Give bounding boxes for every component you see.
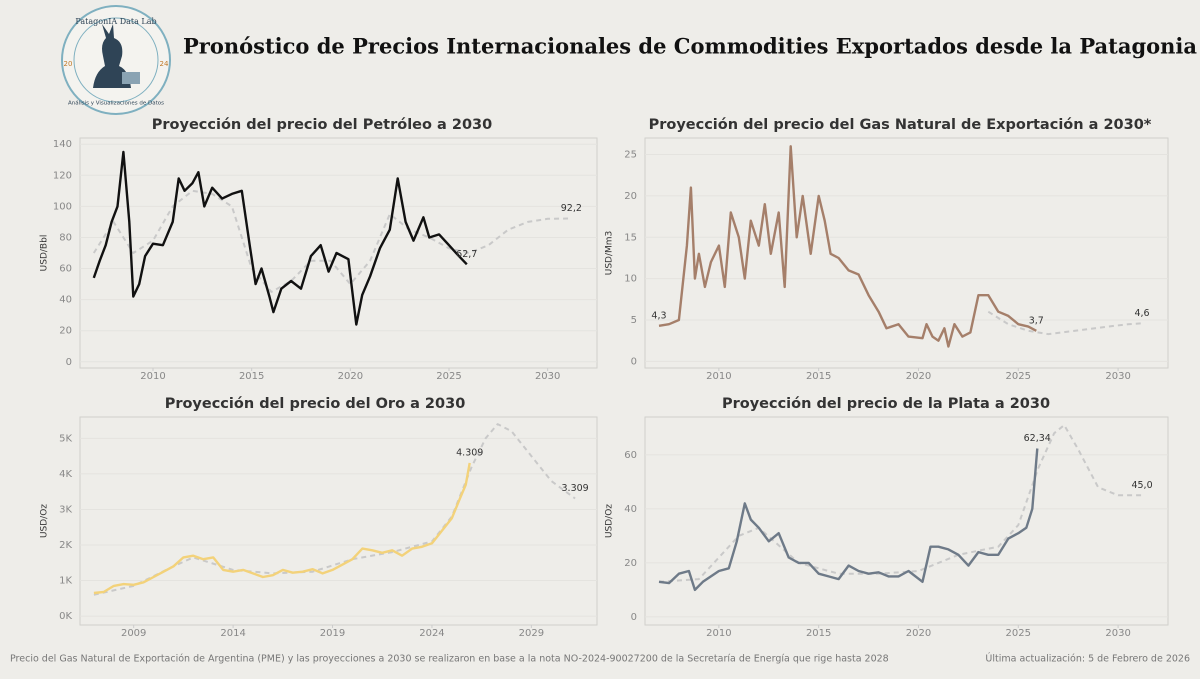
y-tick-label: 40 <box>59 295 72 306</box>
y-tick-label: 0 <box>631 612 637 623</box>
update-date: Última actualización: 5 de Febrero de 20… <box>985 653 1190 665</box>
end-value-label: 45,0 <box>1131 480 1152 491</box>
projection-line <box>92 189 572 293</box>
x-tick-label: 2030 <box>1105 628 1130 639</box>
x-tick-label: 2009 <box>121 628 146 639</box>
plot-frame <box>79 416 598 626</box>
chart-title: Proyección del precio del Oro a 2030 <box>165 396 466 412</box>
y-tick-label: 15 <box>624 232 637 243</box>
end-value-label: 3.309 <box>562 483 589 494</box>
x-tick-label: 2029 <box>519 628 544 639</box>
y-tick-label: 1K <box>59 576 72 587</box>
end-value-label: 62,34 <box>1024 433 1051 444</box>
y-tick-label: 5K <box>59 433 72 444</box>
x-tick-label: 2014 <box>220 628 245 639</box>
logo-year: 24 <box>160 60 169 68</box>
y-tick-label: 10 <box>624 274 637 285</box>
plot-frame <box>79 137 598 369</box>
y-tick-label: 0 <box>631 356 637 367</box>
logo-year: 20 <box>64 60 73 68</box>
y-tick-label: 0 <box>66 357 72 368</box>
plot-frame <box>644 416 1169 626</box>
y-tick-label: 20 <box>59 326 72 337</box>
logo-laptop <box>122 72 140 84</box>
logo: PatagonIA Data Lab 20 24 Análisis y Visu… <box>61 5 171 115</box>
y-tick-label: 120 <box>53 170 72 181</box>
page-title: Pronóstico de Precios Internacionales de… <box>183 34 1197 59</box>
chart-title: Proyección del precio del Gas Natural de… <box>649 117 1152 133</box>
y-tick-label: 4K <box>59 469 72 480</box>
x-tick-label: 2025 <box>436 371 461 382</box>
x-tick-label: 2020 <box>906 371 931 382</box>
x-tick-label: 2025 <box>1006 628 1031 639</box>
y-axis-label: USD/Bbl <box>40 235 50 272</box>
y-tick-label: 20 <box>624 191 637 202</box>
end-value-label: 92,2 <box>561 203 582 214</box>
y-tick-label: 80 <box>59 232 72 243</box>
logo-llama <box>93 24 131 88</box>
x-tick-label: 2019 <box>320 628 345 639</box>
price-line <box>92 150 468 326</box>
logo-title: PatagonIA Data Lab <box>75 17 156 26</box>
logo-inner-ring <box>73 17 159 103</box>
projection-line <box>93 423 576 596</box>
x-tick-label: 2024 <box>419 628 444 639</box>
price-line <box>93 462 471 595</box>
end-value-label: 4,3 <box>651 310 666 321</box>
y-axis-label: USD/Oz <box>40 504 50 538</box>
logo-subtitle: Análisis y Visualizaciones de Datos <box>68 100 164 107</box>
x-tick-label: 2015 <box>239 371 264 382</box>
x-tick-label: 2025 <box>1006 371 1031 382</box>
y-tick-label: 5 <box>631 315 637 326</box>
end-value-label: 4,6 <box>1134 308 1149 319</box>
chart-title: Proyección del precio del Petróleo a 203… <box>152 117 492 133</box>
x-tick-label: 2030 <box>1105 371 1130 382</box>
x-tick-label: 2020 <box>338 371 363 382</box>
y-axis-label: USD/Oz <box>605 504 615 538</box>
y-tick-label: 100 <box>53 201 72 212</box>
plot-frame <box>644 137 1169 369</box>
y-axis-label: USD/Mm3 <box>605 231 615 276</box>
x-tick-label: 2015 <box>806 371 831 382</box>
x-tick-label: 2010 <box>706 371 731 382</box>
y-tick-label: 60 <box>624 450 637 461</box>
x-tick-label: 2010 <box>140 371 165 382</box>
end-value-label: 62,7 <box>456 249 477 260</box>
price-line <box>658 448 1039 592</box>
end-value-label: 4.309 <box>456 447 483 458</box>
y-tick-label: 60 <box>59 264 72 275</box>
x-tick-label: 2030 <box>535 371 560 382</box>
x-tick-label: 2010 <box>706 628 731 639</box>
y-tick-label: 2K <box>59 540 72 551</box>
chart-title: Proyección del precio de la Plata a 2030 <box>722 396 1050 412</box>
y-tick-label: 140 <box>53 139 72 150</box>
x-tick-label: 2020 <box>906 628 931 639</box>
footnote: Precio del Gas Natural de Exportación de… <box>10 654 889 665</box>
y-tick-label: 20 <box>624 558 637 569</box>
y-tick-label: 40 <box>624 504 637 515</box>
y-tick-label: 25 <box>624 150 637 161</box>
y-tick-label: 0K <box>59 611 72 622</box>
projection-line <box>987 310 1143 336</box>
end-value-label: 3,7 <box>1029 315 1044 326</box>
x-tick-label: 2015 <box>806 628 831 639</box>
price-line <box>658 145 1037 348</box>
y-tick-label: 3K <box>59 504 72 515</box>
